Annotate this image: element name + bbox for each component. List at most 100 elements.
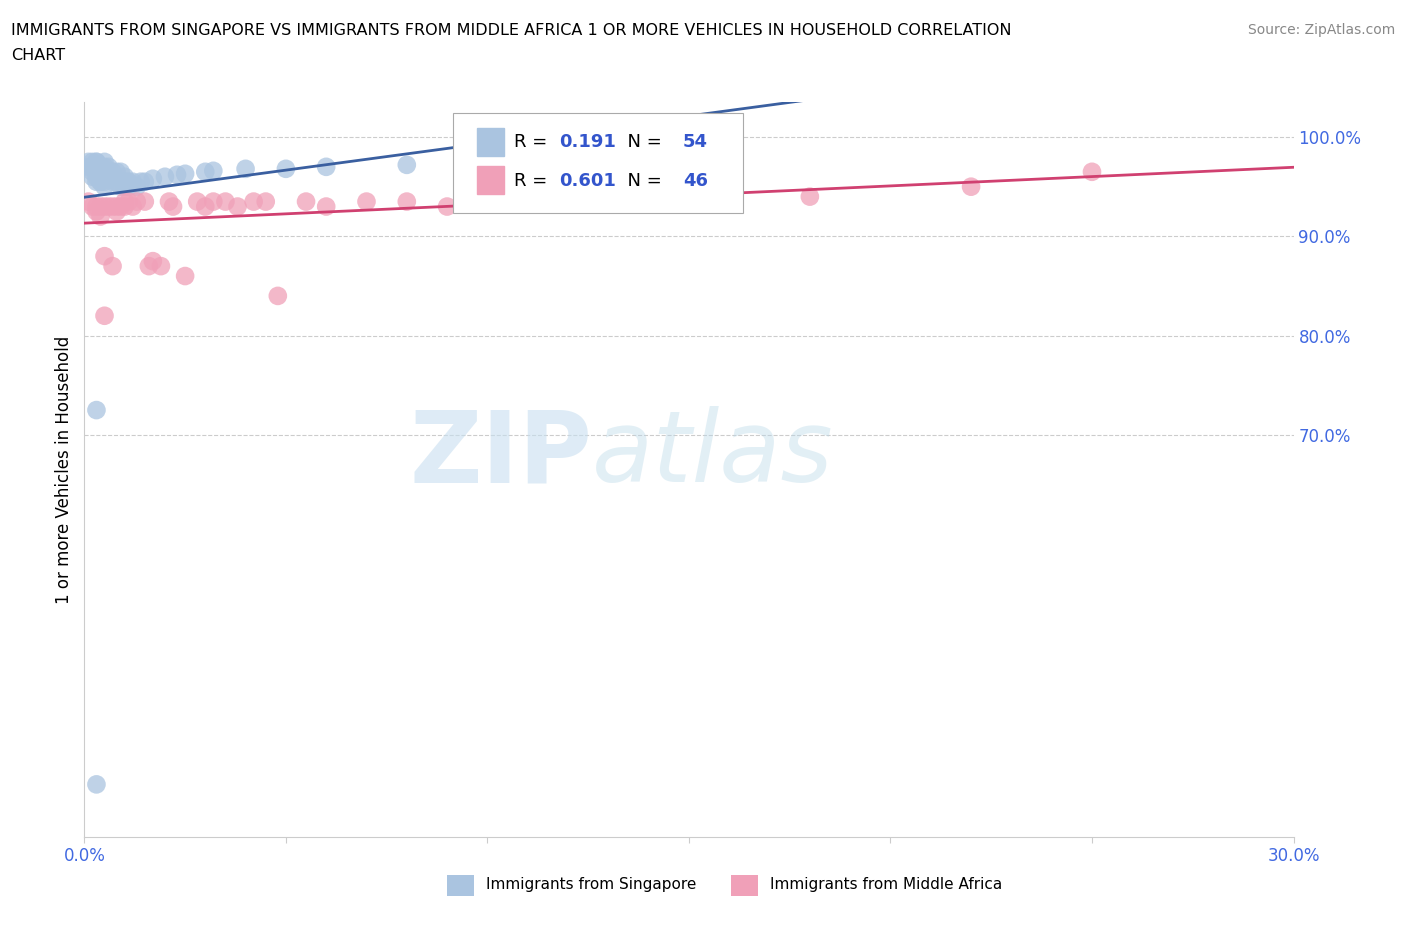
Point xyxy=(86,199,108,214)
Point xyxy=(93,179,115,194)
Point xyxy=(93,199,115,214)
Point xyxy=(960,179,983,194)
Point xyxy=(395,194,418,209)
Point xyxy=(194,165,217,179)
Point xyxy=(82,159,104,174)
Text: 0.601: 0.601 xyxy=(560,172,616,190)
Point xyxy=(101,165,124,179)
Point xyxy=(101,259,124,273)
Bar xyxy=(478,128,503,156)
Point xyxy=(799,189,821,204)
Point xyxy=(89,209,111,224)
Point xyxy=(153,169,176,184)
Point xyxy=(101,174,124,189)
Point xyxy=(242,194,264,209)
Point xyxy=(97,199,120,214)
Point xyxy=(86,165,108,179)
Point xyxy=(89,159,111,174)
Point xyxy=(121,199,143,214)
Text: ZIP: ZIP xyxy=(409,406,592,503)
Text: 54: 54 xyxy=(683,133,707,151)
Point xyxy=(174,269,197,284)
Point xyxy=(101,199,124,214)
Point xyxy=(114,199,136,214)
Point xyxy=(105,165,128,179)
Point xyxy=(93,165,115,179)
Point xyxy=(82,169,104,184)
Text: Immigrants from Middle Africa: Immigrants from Middle Africa xyxy=(770,877,1002,892)
Point xyxy=(267,288,290,303)
Point xyxy=(93,248,115,263)
Point xyxy=(162,199,184,214)
Point xyxy=(89,174,111,189)
Point xyxy=(86,403,108,418)
Point xyxy=(97,169,120,184)
Point xyxy=(105,199,128,214)
Point xyxy=(125,194,148,209)
Bar xyxy=(478,166,503,194)
Text: 46: 46 xyxy=(683,172,707,190)
Point xyxy=(114,174,136,189)
Point xyxy=(356,194,378,209)
Point xyxy=(142,171,165,186)
Bar xyxy=(447,875,474,896)
Point xyxy=(254,194,277,209)
Point xyxy=(202,164,225,179)
Point xyxy=(456,159,478,174)
Point xyxy=(166,167,188,182)
Point xyxy=(114,194,136,209)
Point xyxy=(86,154,108,169)
Point xyxy=(86,174,108,189)
Point xyxy=(89,174,111,189)
Point xyxy=(315,159,337,174)
Text: R =: R = xyxy=(513,172,553,190)
Y-axis label: 1 or more Vehicles in Household: 1 or more Vehicles in Household xyxy=(55,336,73,604)
Point xyxy=(194,199,217,214)
Point xyxy=(114,169,136,184)
Text: IMMIGRANTS FROM SINGAPORE VS IMMIGRANTS FROM MIDDLE AFRICA 1 OR MORE VEHICLES IN: IMMIGRANTS FROM SINGAPORE VS IMMIGRANTS … xyxy=(11,23,1012,38)
Point xyxy=(86,777,108,791)
Point xyxy=(86,204,108,219)
FancyBboxPatch shape xyxy=(453,113,744,213)
Point xyxy=(118,174,141,189)
Point xyxy=(235,162,257,177)
Point xyxy=(678,194,700,209)
Point xyxy=(134,174,156,189)
Point xyxy=(89,159,111,174)
Point xyxy=(118,179,141,194)
Point xyxy=(105,174,128,189)
Point xyxy=(477,189,499,204)
Point xyxy=(82,165,104,179)
Point xyxy=(89,169,111,184)
Point xyxy=(101,169,124,184)
Point xyxy=(125,179,148,194)
Text: Source: ZipAtlas.com: Source: ZipAtlas.com xyxy=(1247,23,1395,37)
Point xyxy=(89,199,111,214)
Point xyxy=(186,194,208,209)
Point xyxy=(134,194,156,209)
Point xyxy=(82,199,104,214)
Point xyxy=(142,254,165,269)
Point xyxy=(557,179,579,194)
Point xyxy=(295,194,318,209)
Point xyxy=(174,166,197,181)
Point xyxy=(129,174,152,189)
Point xyxy=(86,169,108,184)
Point xyxy=(315,199,337,214)
Point xyxy=(93,154,115,169)
Text: N =: N = xyxy=(616,172,668,190)
Point xyxy=(157,194,180,209)
Point xyxy=(105,204,128,219)
Point xyxy=(1081,165,1104,179)
Point xyxy=(226,199,249,214)
Point xyxy=(93,174,115,189)
Point xyxy=(114,179,136,194)
Text: CHART: CHART xyxy=(11,48,65,63)
Point xyxy=(121,174,143,189)
Point xyxy=(93,159,115,174)
Point xyxy=(77,194,100,209)
Bar xyxy=(731,875,758,896)
Point xyxy=(86,159,108,174)
Point xyxy=(118,194,141,209)
Text: Immigrants from Singapore: Immigrants from Singapore xyxy=(486,877,696,892)
